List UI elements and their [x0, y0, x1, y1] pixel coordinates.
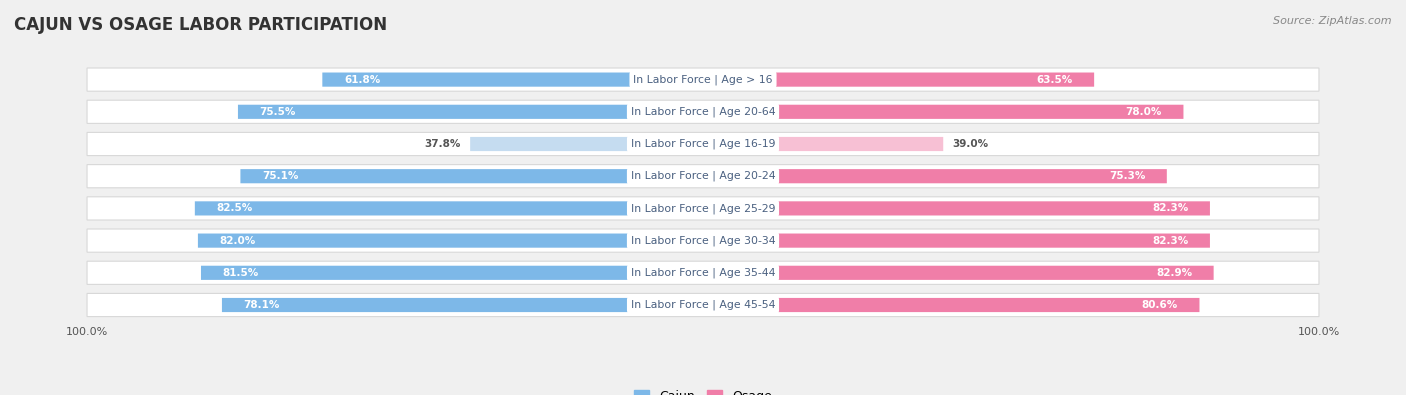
- FancyBboxPatch shape: [703, 169, 1167, 183]
- Text: In Labor Force | Age 20-64: In Labor Force | Age 20-64: [631, 107, 775, 117]
- Legend: Cajun, Osage: Cajun, Osage: [634, 389, 772, 395]
- Text: In Labor Force | Age 30-34: In Labor Force | Age 30-34: [631, 235, 775, 246]
- Text: In Labor Force | Age 35-44: In Labor Force | Age 35-44: [631, 267, 775, 278]
- Text: 75.3%: 75.3%: [1109, 171, 1146, 181]
- FancyBboxPatch shape: [87, 165, 1319, 188]
- FancyBboxPatch shape: [87, 229, 1319, 252]
- Text: 37.8%: 37.8%: [425, 139, 461, 149]
- Text: 63.5%: 63.5%: [1036, 75, 1073, 85]
- Text: 82.0%: 82.0%: [219, 235, 256, 246]
- Text: 75.5%: 75.5%: [260, 107, 295, 117]
- FancyBboxPatch shape: [703, 266, 1213, 280]
- Text: 78.1%: 78.1%: [243, 300, 280, 310]
- Text: 39.0%: 39.0%: [952, 139, 988, 149]
- FancyBboxPatch shape: [703, 137, 943, 151]
- Text: In Labor Force | Age 16-19: In Labor Force | Age 16-19: [631, 139, 775, 149]
- FancyBboxPatch shape: [703, 201, 1211, 216]
- FancyBboxPatch shape: [240, 169, 703, 183]
- Text: 81.5%: 81.5%: [222, 268, 259, 278]
- FancyBboxPatch shape: [201, 266, 703, 280]
- FancyBboxPatch shape: [87, 261, 1319, 284]
- FancyBboxPatch shape: [238, 105, 703, 119]
- Text: In Labor Force | Age 45-54: In Labor Force | Age 45-54: [631, 300, 775, 310]
- Text: 100.0%: 100.0%: [1298, 327, 1340, 337]
- FancyBboxPatch shape: [322, 73, 703, 87]
- FancyBboxPatch shape: [87, 293, 1319, 317]
- FancyBboxPatch shape: [87, 100, 1319, 123]
- Text: 78.0%: 78.0%: [1126, 107, 1161, 117]
- FancyBboxPatch shape: [87, 132, 1319, 156]
- Text: 82.9%: 82.9%: [1156, 268, 1192, 278]
- Text: 82.3%: 82.3%: [1152, 235, 1188, 246]
- Text: In Labor Force | Age 25-29: In Labor Force | Age 25-29: [631, 203, 775, 214]
- Text: 80.6%: 80.6%: [1142, 300, 1178, 310]
- Text: 61.8%: 61.8%: [344, 75, 380, 85]
- FancyBboxPatch shape: [470, 137, 703, 151]
- Text: 82.5%: 82.5%: [217, 203, 253, 213]
- Text: 75.1%: 75.1%: [262, 171, 298, 181]
- FancyBboxPatch shape: [703, 105, 1184, 119]
- FancyBboxPatch shape: [87, 197, 1319, 220]
- Text: CAJUN VS OSAGE LABOR PARTICIPATION: CAJUN VS OSAGE LABOR PARTICIPATION: [14, 16, 387, 34]
- FancyBboxPatch shape: [87, 68, 1319, 91]
- FancyBboxPatch shape: [195, 201, 703, 216]
- Text: In Labor Force | Age > 16: In Labor Force | Age > 16: [633, 74, 773, 85]
- FancyBboxPatch shape: [703, 73, 1094, 87]
- Text: Source: ZipAtlas.com: Source: ZipAtlas.com: [1274, 16, 1392, 26]
- FancyBboxPatch shape: [198, 233, 703, 248]
- Text: 100.0%: 100.0%: [66, 327, 108, 337]
- FancyBboxPatch shape: [222, 298, 703, 312]
- FancyBboxPatch shape: [703, 233, 1211, 248]
- FancyBboxPatch shape: [703, 298, 1199, 312]
- Text: In Labor Force | Age 20-24: In Labor Force | Age 20-24: [631, 171, 775, 181]
- Text: 82.3%: 82.3%: [1152, 203, 1188, 213]
